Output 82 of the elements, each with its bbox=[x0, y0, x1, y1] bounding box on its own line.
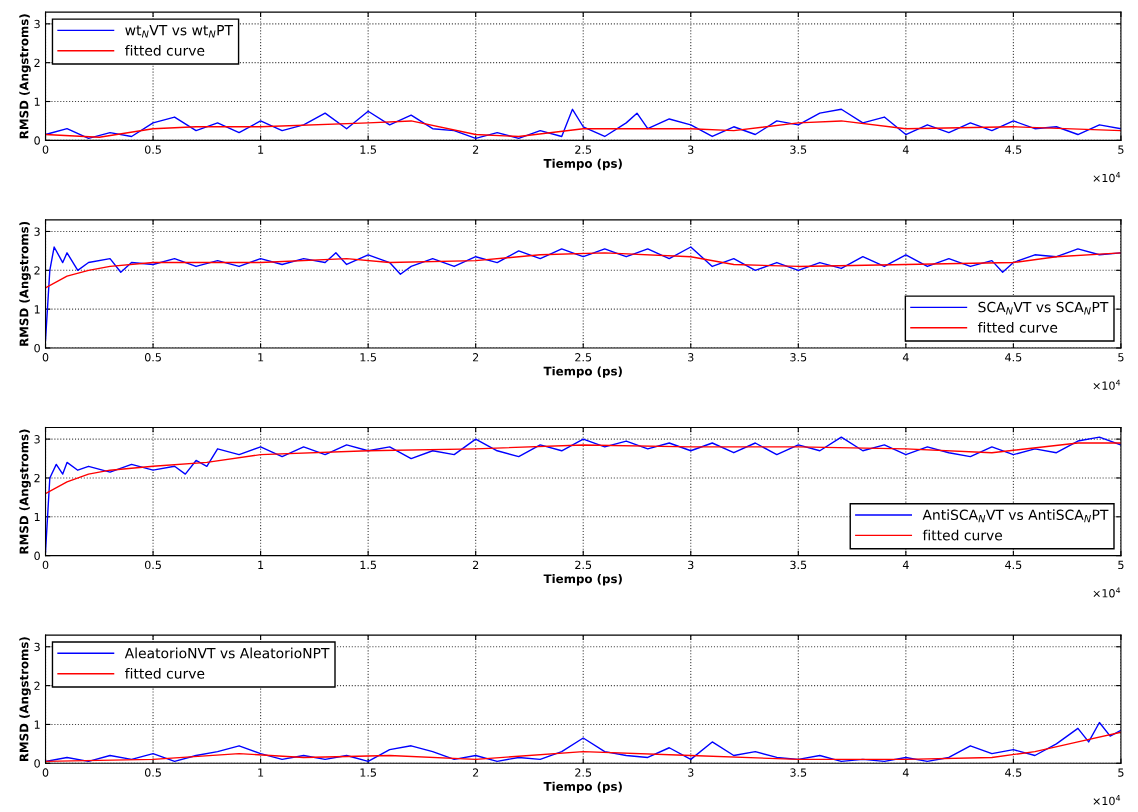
x-tick-label: 1.5 bbox=[360, 768, 377, 777]
y-tick-label: 0 bbox=[34, 343, 40, 353]
x-tick-label: 4 bbox=[902, 768, 909, 777]
y-axis-title: RMSD (Angstroms) bbox=[19, 429, 31, 554]
x-tick-label: 2.5 bbox=[575, 560, 592, 570]
x-tick-label: 2.5 bbox=[575, 145, 592, 154]
x-tick-label: 0 bbox=[42, 353, 49, 362]
x-tick-label: 0.5 bbox=[144, 145, 161, 154]
line-series bbox=[45, 252, 1121, 289]
x-tick-label: 2 bbox=[472, 145, 479, 154]
x-tick-label: 5 bbox=[1118, 145, 1124, 154]
legend-label: fitted curve bbox=[125, 45, 205, 56]
x-tick-label: 5 bbox=[1118, 768, 1124, 777]
x-axis-title: Tiempo (ps) bbox=[543, 574, 622, 586]
x-tick-label: 0 bbox=[42, 768, 49, 777]
x-tick-label: 1.5 bbox=[360, 560, 377, 570]
x-tick-label: 0.5 bbox=[144, 768, 161, 777]
x-tick-label: 1 bbox=[258, 560, 264, 569]
x-tick-label: 3.5 bbox=[790, 768, 807, 777]
x-tick-label: 4 bbox=[902, 145, 909, 154]
x-tick-label: 2 bbox=[472, 768, 479, 777]
legend-label: AleatorioNVT vs AleatorioNPT bbox=[124, 647, 330, 659]
x-tick-label: 3 bbox=[688, 768, 694, 777]
legend-label: fitted curve bbox=[125, 667, 205, 679]
x-tick-label: 4.5 bbox=[1005, 145, 1022, 154]
x-axis-title: Tiempo (ps) bbox=[543, 366, 622, 378]
y-tick-label: 3 bbox=[34, 435, 40, 444]
x-tick-label: 4 bbox=[902, 560, 909, 569]
x-tick-label: 2 bbox=[472, 560, 479, 569]
x-tick-label: 3 bbox=[688, 560, 694, 570]
x-tick-label: 1 bbox=[258, 145, 264, 154]
x-tick-label: 0 bbox=[42, 560, 49, 570]
legend-label: fitted curve bbox=[922, 529, 1003, 541]
x-tick-label: 2.5 bbox=[575, 353, 592, 362]
y-tick-label: 2 bbox=[34, 58, 40, 67]
x-tick-label: 3.5 bbox=[790, 560, 807, 570]
text: ×10$^{4}$ bbox=[1093, 172, 1121, 183]
y-axis-title: RMSD (Angstroms) bbox=[19, 14, 31, 139]
x-tick-label: 2.5 bbox=[575, 768, 592, 777]
x-axis-title: Tiempo (ps) bbox=[543, 158, 622, 171]
legend-label: fitted curve bbox=[977, 322, 1058, 333]
x-tick-label: 3.5 bbox=[790, 353, 807, 362]
y-tick-label: 1 bbox=[34, 512, 40, 522]
x-tick-label: 2 bbox=[472, 353, 479, 362]
y-tick-label: 0 bbox=[34, 759, 40, 768]
legend-label: wt$_{N}$VT vs wt$_{N}$PT bbox=[125, 25, 234, 38]
text: ×10$^{4}$ bbox=[1093, 587, 1121, 598]
x-tick-label: 0.5 bbox=[144, 560, 161, 570]
x-tick-label: 4.5 bbox=[1005, 560, 1022, 570]
x-tick-label: 3 bbox=[688, 145, 694, 154]
x-tick-label: 4.5 bbox=[1005, 768, 1022, 777]
y-tick-label: 1 bbox=[34, 720, 40, 729]
y-tick-label: 3 bbox=[34, 642, 40, 652]
x-tick-label: 0.5 bbox=[144, 353, 161, 362]
x-tick-label: 4 bbox=[902, 353, 909, 362]
legend-label: AntiSCA$_{N}$VT vs AntiSCA$_{N}$PT bbox=[922, 509, 1109, 523]
line-series bbox=[45, 442, 1121, 495]
y-tick-label: 3 bbox=[34, 227, 40, 236]
x-tick-label: 0 bbox=[42, 145, 49, 154]
legend-label: SCA$_{N}$VT vs SCA$_{N}$PT bbox=[978, 301, 1109, 315]
y-tick-label: 1 bbox=[34, 97, 40, 106]
x-axis-title: Tiempo (ps) bbox=[543, 781, 622, 794]
x-tick-label: 4.5 bbox=[1005, 353, 1022, 362]
x-tick-label: 3.5 bbox=[790, 145, 807, 154]
x-tick-label: 1.5 bbox=[360, 353, 377, 362]
x-tick-label: 1.5 bbox=[360, 145, 377, 154]
y-tick-label: 3 bbox=[34, 19, 40, 29]
text: ×10$^{4}$ bbox=[1093, 379, 1121, 390]
y-tick-label: 0 bbox=[34, 551, 40, 561]
y-tick-label: 0 bbox=[34, 136, 40, 145]
x-tick-label: 1 bbox=[258, 353, 264, 362]
x-tick-label: 3 bbox=[688, 353, 694, 362]
y-axis-title: RMSD (Angstroms) bbox=[19, 637, 31, 762]
y-tick-label: 2 bbox=[34, 681, 40, 690]
y-tick-label: 2 bbox=[34, 473, 40, 483]
y-tick-label: 1 bbox=[34, 305, 40, 314]
x-tick-label: 5 bbox=[1118, 353, 1124, 362]
text: ×10$^{4}$ bbox=[1093, 795, 1121, 806]
y-tick-label: 2 bbox=[34, 266, 40, 275]
x-tick-label: 1 bbox=[258, 768, 264, 777]
x-tick-label: 5 bbox=[1118, 560, 1124, 570]
y-axis-title: RMSD (Angstroms) bbox=[19, 221, 31, 346]
